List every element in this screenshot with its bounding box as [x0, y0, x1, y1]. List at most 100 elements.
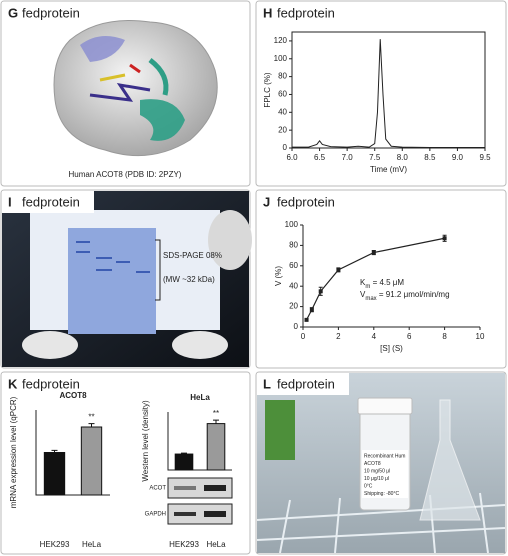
x-tick-label: 7.0: [342, 153, 354, 162]
tube-label: 10 μg/10 μl: [364, 476, 389, 482]
blot-strip: [167, 503, 233, 525]
y-axis-label: mRNA expression level (qPCR): [9, 396, 18, 508]
point: [371, 250, 376, 255]
tube-photo: [256, 373, 506, 554]
panel-letter: J: [263, 194, 270, 209]
y-tick-label: 60: [278, 90, 287, 99]
label-box: [2, 373, 94, 395]
point: [442, 236, 447, 241]
annotation-part: = 91.2 μmol/min/mg: [377, 290, 450, 299]
blot-band: [174, 486, 196, 490]
brand: fedprotein: [277, 194, 335, 209]
annotation: (MW ~32 kDa): [163, 275, 215, 284]
x-tick-label: 8.0: [397, 153, 409, 162]
brand: fedprotein: [277, 5, 335, 20]
blot-label: GAPDH: [145, 512, 166, 518]
panel-letter: G: [8, 5, 18, 20]
annotation-part: = 4.5 μM: [370, 278, 404, 287]
brand: fedprotein: [22, 5, 80, 20]
label-box: [257, 2, 349, 24]
significance: **: [88, 413, 94, 422]
error-bar: [181, 452, 187, 455]
chart-title: HeLa: [190, 393, 210, 402]
error-bar: [88, 423, 95, 427]
tube-label: ACOT8: [364, 461, 381, 467]
y-tick-label: 20: [278, 125, 287, 134]
brand: fedprotein: [22, 376, 80, 391]
point: [309, 307, 314, 312]
y-tick-label: 0: [294, 322, 299, 331]
y-tick-label: 60: [289, 261, 298, 270]
panel-letter: H: [263, 5, 272, 20]
y-axis-label: V (%): [274, 266, 283, 286]
y-axis-label: Western level (density): [141, 400, 150, 482]
blot-strip: [167, 477, 233, 499]
bar: [80, 426, 103, 496]
x-tick-label: 10: [476, 332, 485, 341]
blot-band: [174, 512, 196, 516]
x-tick-label: 8: [442, 332, 447, 341]
y-tick-label: 0: [283, 143, 288, 152]
annotation-part: K: [360, 278, 366, 287]
x-tick-label: 6.0: [286, 153, 298, 162]
y-tick-label: 80: [278, 72, 287, 81]
annotation: Vmax = 91.2 μmol/min/mg: [360, 290, 450, 301]
x-tick-label: 6.5: [314, 153, 326, 162]
brand: fedprotein: [22, 194, 80, 209]
category-label: HEK293: [169, 540, 199, 549]
tube-label: Shipping: -80°C: [364, 491, 399, 497]
annotation-part: m: [365, 284, 370, 290]
annotation-part: V: [360, 290, 366, 299]
panel-letter: L: [263, 376, 271, 391]
x-tick-label: 9.5: [479, 153, 491, 162]
y-axis-label: FPLC (%): [263, 72, 272, 107]
category-label: HeLa: [206, 540, 226, 549]
x-axis-label: Time (mV): [370, 165, 407, 174]
bar: [43, 452, 66, 496]
error-bar: [51, 449, 58, 453]
bar: [206, 423, 226, 471]
tube-label: 0°C: [364, 483, 373, 489]
y-tick-label: 40: [278, 107, 287, 116]
category-label: HEK293: [40, 540, 70, 549]
label-box: [257, 191, 349, 213]
x-tick-label: 2: [336, 332, 341, 341]
annotation: Km = 4.5 μM: [360, 278, 404, 289]
x-tick-label: 6: [407, 332, 412, 341]
label-box: [257, 373, 349, 395]
tube-label: 10 mg/50 μl: [364, 468, 390, 474]
y-tick-label: 20: [289, 302, 298, 311]
label-box: [2, 2, 94, 24]
axes: [291, 31, 486, 149]
x-tick-label: 7.5: [369, 153, 381, 162]
caption: Human ACOT8 (PDB ID: 2PZY): [69, 170, 182, 179]
axes: [302, 225, 480, 328]
brand: fedprotein: [277, 376, 335, 391]
significance: **: [213, 409, 219, 418]
point: [336, 267, 341, 272]
line: [292, 39, 485, 149]
gel-photo: [2, 191, 252, 367]
blot-band: [204, 485, 226, 491]
chart-title: ACOT8: [59, 391, 87, 400]
y-tick-label: 40: [289, 281, 298, 290]
protein-structure: [53, 19, 218, 157]
y-tick-label: 120: [274, 36, 288, 45]
label-box: [2, 191, 94, 213]
point: [318, 289, 323, 294]
tube-label: Recombinant Hum: [364, 453, 405, 459]
x-tick-label: 9.0: [452, 153, 464, 162]
y-tick-label: 100: [274, 54, 288, 63]
point: [304, 317, 309, 322]
category-label: HeLa: [82, 540, 102, 549]
y-tick-label: 80: [289, 241, 298, 250]
error-bar: [213, 419, 219, 424]
annotation-part: max: [365, 296, 376, 302]
x-tick-label: 4: [372, 332, 377, 341]
x-axis-label: [S] (S): [380, 344, 403, 353]
y-tick-label: 100: [285, 220, 299, 229]
blot-band: [204, 511, 226, 517]
blot-label: ACOT: [149, 486, 166, 492]
